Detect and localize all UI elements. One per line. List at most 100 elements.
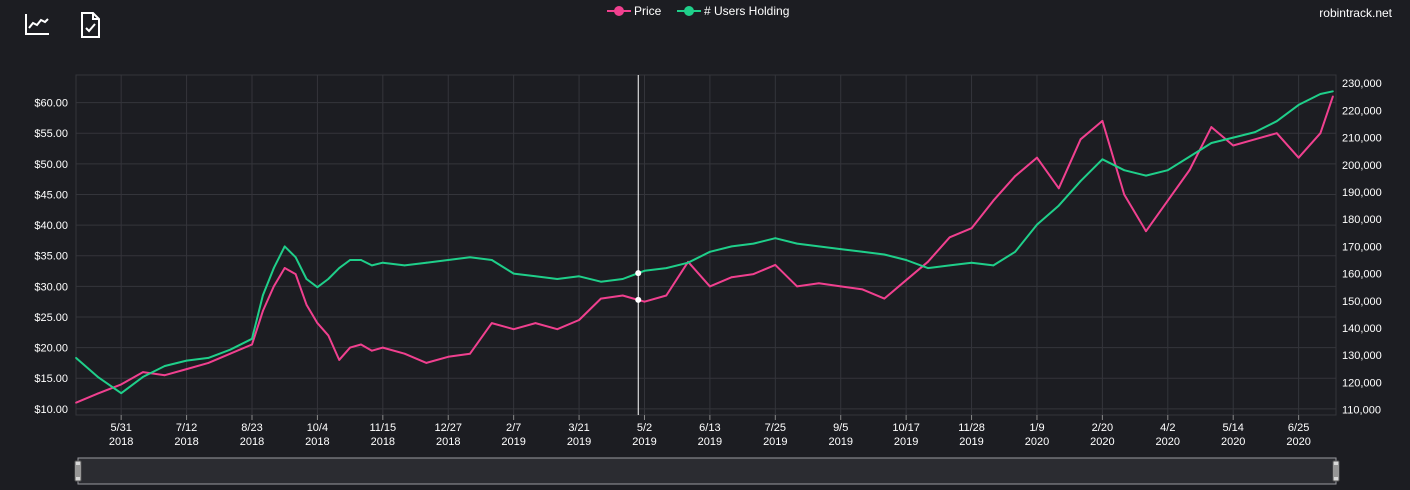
data-point-users	[512, 272, 515, 275]
data-point-price	[469, 352, 471, 355]
legend-marker-price	[614, 6, 624, 16]
data-point-price	[1275, 132, 1278, 135]
data-point-price	[490, 322, 493, 325]
data-point-users	[338, 267, 341, 270]
y-left-tick-label: $45.00	[34, 189, 68, 201]
x-tick-label: 11/28	[958, 422, 985, 434]
y-right-tick-label: 110,000	[1342, 405, 1381, 417]
data-point-price	[621, 294, 624, 297]
x-tick-label: 10/17	[892, 422, 920, 434]
data-point-users	[992, 264, 995, 267]
y-right-tick-label: 120,000	[1342, 377, 1382, 389]
document-check-icon[interactable]	[76, 10, 106, 40]
x-tick-label-year: 2019	[501, 436, 525, 448]
data-point-price	[1297, 156, 1300, 159]
data-point-price	[142, 371, 144, 374]
x-tick-label: 6/25	[1288, 422, 1309, 434]
y-left-tick-label: $40.00	[34, 220, 68, 232]
data-point-users	[1297, 104, 1300, 106]
data-point-users	[970, 261, 973, 264]
x-tick-label: 7/25	[765, 422, 786, 434]
data-point-price	[796, 285, 799, 288]
y-right-tick-label: 130,000	[1342, 350, 1382, 362]
data-point-users	[207, 356, 210, 359]
range-brush	[74, 457, 1340, 485]
data-point-users	[534, 275, 537, 278]
data-point-users	[1123, 169, 1126, 172]
x-tick-label-year: 2020	[1025, 436, 1049, 448]
x-tick-label-year: 2018	[371, 436, 395, 448]
x-tick-label-year: 2019	[567, 436, 591, 448]
data-point-users	[403, 264, 406, 267]
data-point-price	[970, 227, 973, 230]
x-tick-label: 11/15	[369, 422, 396, 434]
y-right-tick-label: 170,000	[1342, 241, 1382, 253]
data-point-price	[883, 297, 886, 300]
y-left-tick-label: $60.00	[34, 98, 68, 110]
x-tick-label: 10/4	[307, 422, 328, 434]
data-point-price	[948, 236, 951, 239]
data-point-users	[381, 261, 384, 264]
data-point-price	[1057, 187, 1060, 190]
y-right-tick-label: 180,000	[1342, 214, 1382, 226]
data-point-users	[818, 245, 820, 248]
y-left-tick-label: $50.00	[34, 159, 68, 171]
x-tick-label: 6/13	[699, 422, 720, 434]
data-point-users	[360, 259, 362, 261]
data-point-price	[708, 285, 711, 288]
y-axis-right: 110,000 120,000 130,000 140,000 150,000 160,0…	[1342, 78, 1382, 416]
x-tick-label: 5/2	[637, 422, 652, 434]
data-point-users	[905, 259, 908, 261]
data-point-users	[730, 245, 733, 248]
y-left-tick-label: $15.00	[34, 373, 68, 385]
data-point-price	[294, 273, 297, 275]
data-point-price	[185, 368, 188, 370]
data-point-users	[1166, 169, 1169, 172]
data-point-users	[1036, 223, 1038, 226]
line-chart-icon[interactable]	[22, 10, 52, 40]
data-point-price	[752, 273, 755, 275]
data-point-users	[305, 278, 308, 280]
data-point-price	[1210, 126, 1213, 128]
y-left-tick-label: $30.00	[34, 281, 68, 293]
data-point-users	[752, 242, 755, 245]
brush-handle-right	[1332, 460, 1340, 482]
x-tick-label: 12/27	[434, 422, 462, 434]
data-point-price	[512, 328, 515, 331]
data-point-users	[599, 280, 602, 283]
data-point-users	[142, 376, 144, 378]
cursor-point-price	[635, 296, 642, 303]
data-point-price	[251, 343, 253, 346]
data-point-price	[1166, 199, 1169, 202]
data-point-price	[556, 328, 559, 331]
data-point-users	[96, 376, 99, 378]
cursor-point-users	[635, 270, 642, 277]
data-point-price	[839, 285, 842, 288]
x-tick-label-year: 2019	[959, 436, 983, 448]
data-point-price	[599, 297, 602, 300]
x-tick-label: 8/23	[241, 422, 262, 434]
data-point-price	[927, 260, 929, 263]
brush-handle-left	[74, 460, 82, 482]
x-tick-label-year: 2019	[698, 436, 722, 448]
y-axis-left: $10.00 $15.00 $20.00 $25.00 $30.00 $35.00 $40.…	[34, 98, 68, 416]
x-tick-label-year: 2020	[1090, 436, 1114, 448]
series	[75, 90, 1334, 404]
data-point-users	[1319, 93, 1322, 95]
data-point-users	[294, 256, 297, 259]
y-left-tick-label: $35.00	[34, 251, 68, 263]
y-right-tick-label: 230,000	[1342, 78, 1382, 90]
y-left-tick-label: $55.00	[34, 128, 68, 140]
data-point-users	[251, 337, 253, 340]
y-right-tick-label: 220,000	[1342, 105, 1382, 117]
x-tick-label: 9/5	[833, 422, 848, 434]
data-point-price	[1014, 175, 1017, 177]
data-point-price	[578, 319, 580, 321]
data-point-users	[839, 248, 842, 250]
legend: Price # Users Holding	[607, 4, 789, 18]
data-point-users	[185, 359, 188, 362]
brush-track	[77, 457, 1337, 485]
data-point-price	[163, 374, 166, 377]
